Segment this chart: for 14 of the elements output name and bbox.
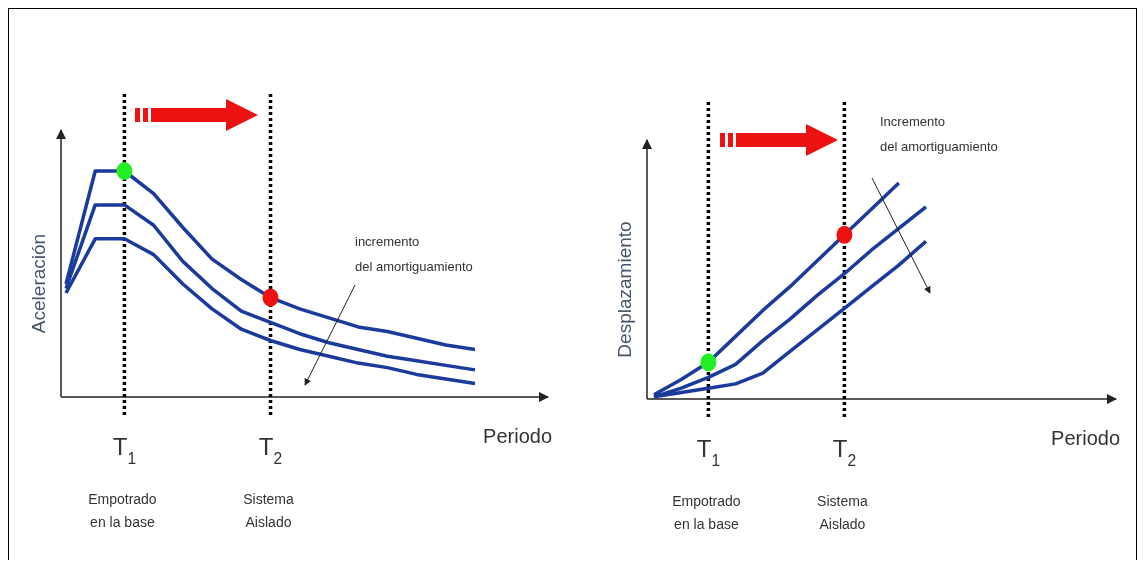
x-tick-label: T$_{1}$ <box>112 433 137 467</box>
x-tick-label: T$_{2}$ <box>832 435 857 469</box>
x-tick-label: T$_{2}$ <box>258 433 283 467</box>
text: Empotrado en la base <box>672 493 741 532</box>
text: Sistema Aislado <box>243 491 294 530</box>
text: Sistema Aislado <box>817 493 868 532</box>
y-axis-title: Aceleración <box>28 233 49 334</box>
annotation: incremento del amortiguamiento <box>355 234 473 274</box>
x-axis-title: Periodo <box>483 425 552 447</box>
x-tick-label: T$_{1}$ <box>696 435 721 469</box>
text: Empotrado en la base <box>88 491 157 530</box>
y-axis-title: Desplazamiento <box>614 221 635 358</box>
text: Incremento del amortiguamiento <box>880 114 998 154</box>
x-axis-title: Periodo <box>1051 427 1120 449</box>
